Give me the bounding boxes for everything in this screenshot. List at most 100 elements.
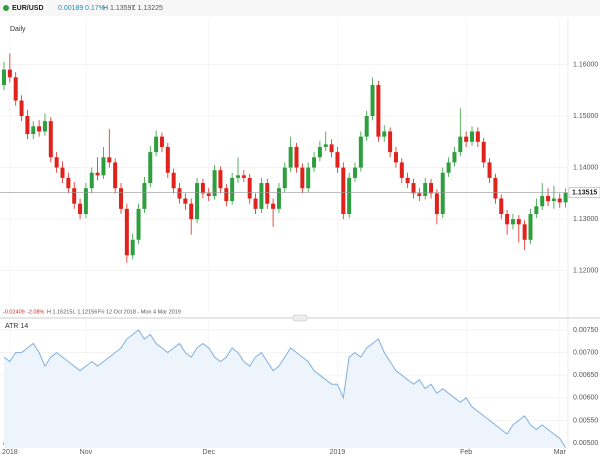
candle-body	[452, 152, 457, 163]
candle-body	[534, 206, 539, 214]
candle-body	[165, 146, 170, 173]
candle-body	[382, 131, 387, 137]
candle-body	[358, 136, 363, 168]
candle-body	[54, 157, 59, 168]
candle-body	[300, 167, 305, 189]
header-bar	[0, 0, 600, 16]
candle-body	[206, 193, 211, 196]
candle-body	[66, 177, 71, 189]
candle-body	[2, 69, 6, 86]
candle-body	[31, 126, 36, 135]
candle-body	[159, 136, 164, 147]
candle-body	[72, 188, 77, 204]
candle-body	[48, 121, 53, 158]
candle-body	[405, 177, 410, 184]
candle-body	[83, 188, 88, 214]
candle-body	[247, 177, 252, 199]
candle-body	[19, 100, 24, 116]
high: H 1.13597	[103, 5, 135, 12]
candle-body	[399, 162, 404, 178]
candle-body	[276, 188, 281, 209]
candle-body	[124, 208, 129, 256]
candle-body	[154, 136, 159, 153]
x-tick-label: Dec	[203, 449, 216, 456]
candle-body	[312, 157, 317, 168]
area-line	[3, 329, 567, 448]
candle-body	[60, 167, 65, 178]
candle-body	[317, 146, 322, 158]
candle-body	[230, 177, 235, 202]
candle-body	[89, 172, 94, 189]
y-tick-label: 1.14000	[573, 164, 598, 171]
y-tick-label: 1.15000	[573, 113, 598, 120]
candle-body	[224, 188, 229, 202]
candle-body	[7, 69, 12, 78]
candle-body	[393, 152, 398, 163]
candle-body	[388, 131, 393, 153]
candle-body	[341, 167, 346, 214]
candle-body	[101, 157, 106, 176]
candle-body	[130, 239, 135, 256]
candle-body	[528, 214, 533, 240]
range-change: -0.02409	[3, 309, 25, 315]
candle-body	[177, 188, 182, 199]
symbol: EUR/USD	[12, 5, 44, 12]
interval-label: Daily	[10, 26, 26, 33]
candle-body	[364, 116, 369, 137]
candle-body	[434, 193, 439, 214]
candle-body	[13, 77, 18, 101]
candle-body	[510, 219, 515, 225]
candle-body	[241, 175, 246, 178]
x-tick-label: Nov	[80, 449, 93, 456]
candle-body	[475, 131, 480, 142]
candle-body	[189, 203, 194, 220]
candle-body	[470, 131, 474, 142]
candle-body	[329, 144, 334, 153]
candle-body	[236, 175, 240, 178]
area-fill	[4, 330, 566, 448]
candle-body	[464, 136, 469, 142]
y-tick-label: 0.00650	[573, 372, 598, 379]
y-tick-label: 1.16000	[573, 61, 598, 68]
candle-body	[505, 214, 510, 225]
candle-body	[493, 177, 498, 199]
candle-body	[546, 195, 551, 202]
candle-body	[347, 177, 352, 214]
candle-body	[271, 203, 276, 209]
candle-body	[288, 146, 293, 168]
range-period: Fri 12 Oct 2018 - Mon 4 Mar 2019	[98, 309, 181, 315]
candle-body	[417, 193, 422, 196]
y-tick-label: 0.00700	[573, 349, 598, 356]
y-tick-label: 1.12000	[573, 268, 598, 275]
x-tick-label: 2019	[330, 449, 346, 456]
candle-body	[113, 162, 118, 189]
candle-body	[499, 198, 504, 214]
candle-body	[353, 167, 357, 178]
x-tick-label: 2018	[2, 449, 18, 456]
y-tick-label: 0.00600	[573, 395, 598, 402]
candle-body	[540, 195, 545, 207]
candle-body	[107, 157, 112, 163]
candle-body	[458, 136, 463, 153]
last-price-box	[568, 187, 600, 198]
candle-body	[171, 172, 176, 189]
candle-body	[25, 116, 30, 135]
candle-body	[487, 162, 492, 178]
candle-body	[195, 183, 200, 220]
candle-body	[306, 167, 311, 189]
candle-body	[423, 183, 428, 196]
candle-body	[218, 170, 223, 189]
candle-body	[376, 85, 381, 137]
candle-body	[481, 141, 486, 163]
candle-body	[551, 198, 556, 202]
range-change-pct: -2.08%	[27, 309, 45, 315]
candle-body	[259, 183, 264, 209]
candle-body	[95, 172, 100, 176]
candle-body	[563, 192, 568, 203]
panel-resize-handle[interactable]	[292, 314, 308, 322]
indicator-label: ATR 14	[5, 323, 28, 330]
candle-body	[42, 121, 47, 132]
candle-body	[411, 183, 416, 194]
range-low: L 1.12156	[73, 309, 97, 315]
